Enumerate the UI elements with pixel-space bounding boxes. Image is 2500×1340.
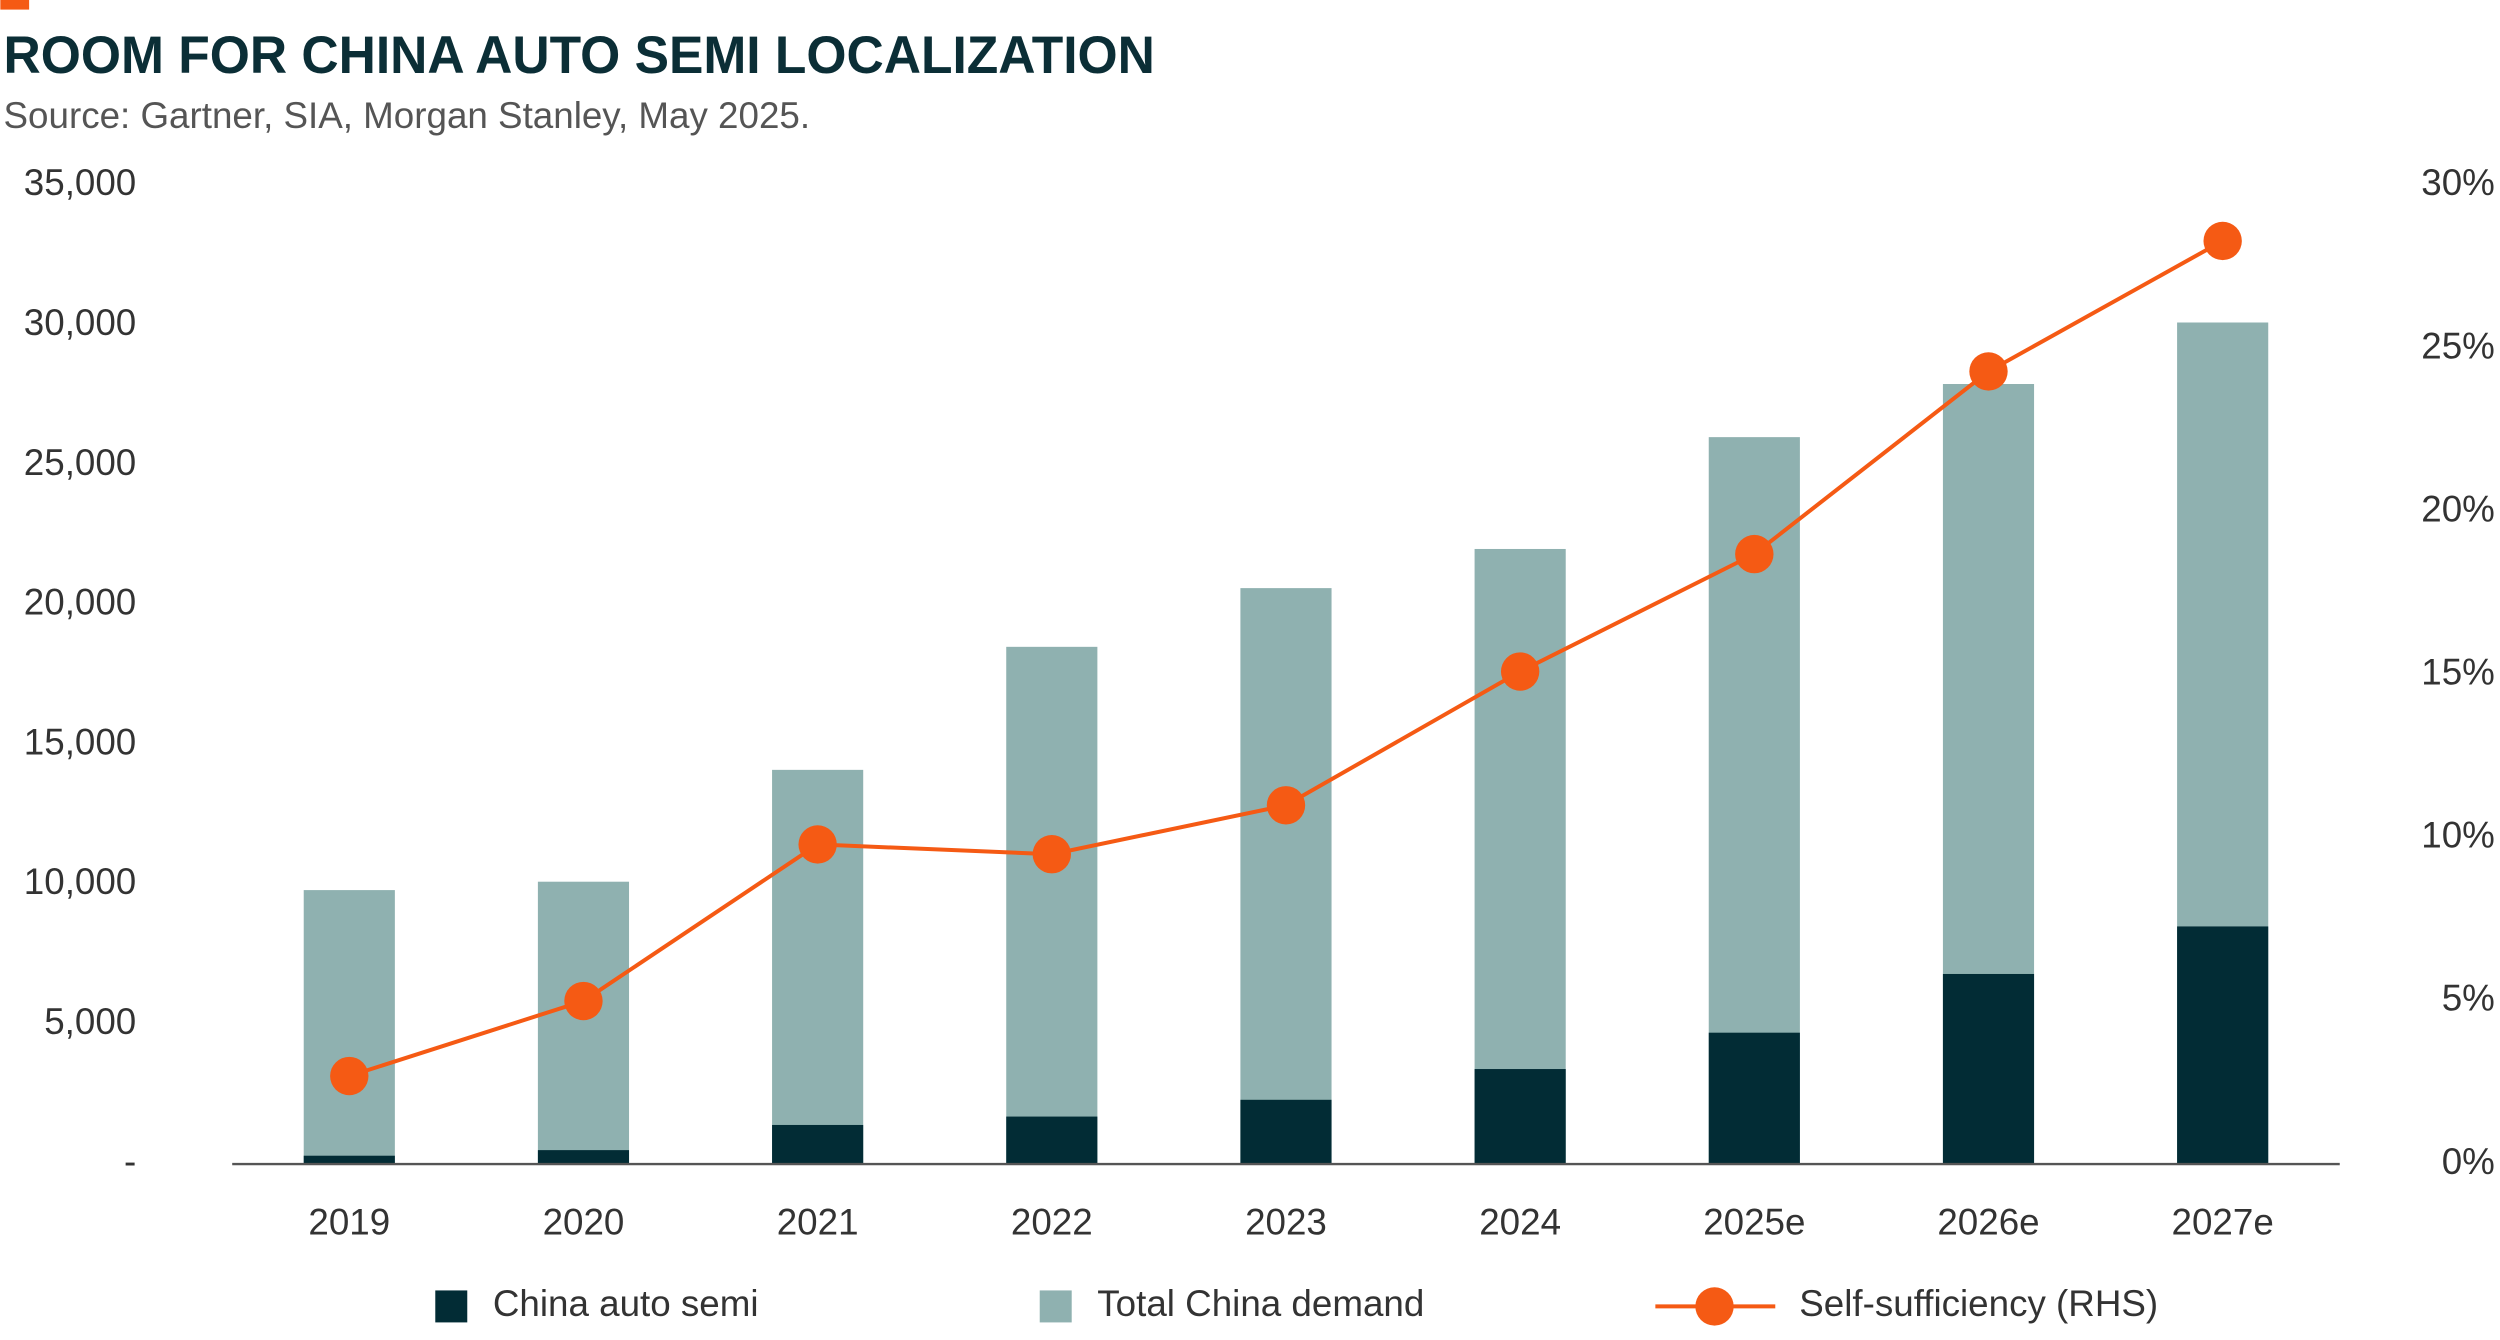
bar	[1708, 1032, 1800, 1165]
legend-label: Self-sufficiency (RHS)	[1799, 1283, 2158, 1324]
y2-tick-label: 15%	[2421, 652, 2495, 693]
bar	[537, 1150, 630, 1165]
bar	[1474, 548, 1566, 1165]
y2-tick-label: 10%	[2421, 815, 2495, 856]
y-tick-label: 20,000	[24, 582, 136, 623]
bar	[1240, 1099, 1332, 1165]
line-point	[1266, 786, 1306, 825]
y2-tick-label: 20%	[2421, 488, 2495, 529]
legend-label: Total China demand	[1097, 1283, 1424, 1324]
line-point	[798, 825, 837, 864]
line-point	[1969, 352, 2008, 391]
y-tick-label: 15,000	[24, 721, 136, 762]
line-point	[2203, 221, 2242, 261]
y-tick-label: -	[124, 1141, 136, 1182]
x-tick-label: 2024	[1479, 1202, 1561, 1243]
y-tick-label: 30,000	[24, 302, 136, 343]
bar	[1006, 646, 1098, 1165]
bar	[772, 1124, 864, 1165]
bar	[303, 1155, 395, 1165]
y2-tick-label: 30%	[2421, 162, 2495, 203]
x-tick-label: 2026e	[1937, 1202, 2039, 1243]
y2-tick-label: 25%	[2421, 325, 2495, 366]
y-tick-label: 35,000	[24, 162, 136, 203]
legend-swatch	[435, 1290, 468, 1323]
x-tick-label: 2025e	[1703, 1202, 1805, 1243]
bar	[303, 890, 395, 1165]
legend-marker	[1695, 1287, 1734, 1326]
y-tick-label: 5,000	[44, 1001, 136, 1042]
line-point	[1032, 835, 1071, 874]
x-tick-label: 2020	[543, 1202, 625, 1243]
legend-label: China auto semi	[493, 1283, 759, 1324]
bar	[1006, 1116, 1098, 1165]
chart-subtitle: Source: Gartner, SIA, Morgan Stanley, Ma…	[4, 95, 811, 136]
bar	[1240, 588, 1332, 1165]
y2-tick-label: 5%	[2442, 978, 2495, 1019]
x-tick-label: 2022	[1011, 1202, 1093, 1243]
line-point	[1735, 534, 1774, 574]
bar	[537, 881, 630, 1165]
x-tick-label: 2019	[308, 1202, 390, 1243]
line-point	[1500, 652, 1540, 691]
line-point	[564, 981, 603, 1021]
x-tick-label: 2023	[1245, 1202, 1327, 1243]
y2-tick-label: 0%	[2442, 1141, 2495, 1182]
x-tick-label: 2021	[777, 1202, 859, 1243]
y-tick-label: 10,000	[24, 861, 136, 902]
bar	[1474, 1069, 1566, 1165]
chart-title: ROOM FOR CHINA AUTO SEMI LOCALIZATION	[4, 26, 1155, 85]
y-tick-label: 25,000	[24, 442, 136, 483]
bar	[1942, 973, 2035, 1165]
line-point	[330, 1056, 369, 1096]
bar	[2177, 926, 2269, 1165]
x-tick-label: 2027e	[2172, 1202, 2274, 1243]
legend-swatch	[1039, 1290, 1072, 1323]
accent-bar	[0, 0, 30, 10]
